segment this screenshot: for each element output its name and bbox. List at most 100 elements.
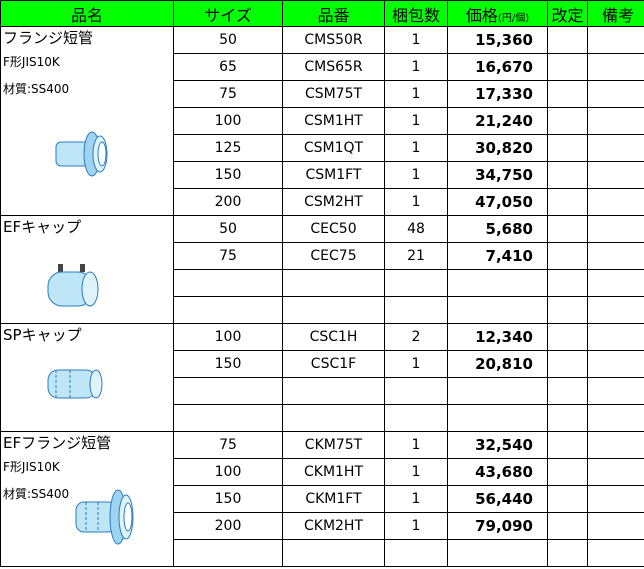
product-code: CSC1F	[282, 350, 385, 378]
empty-cell	[384, 296, 448, 324]
column-header: 価格(円/個)	[447, 0, 548, 27]
column-header: 備考	[587, 0, 644, 27]
price: 20,810	[447, 350, 548, 378]
remarks-cell	[587, 242, 644, 270]
remarks-cell	[587, 161, 644, 189]
price: 12,340	[447, 323, 548, 351]
product-code: CKM2HT	[282, 512, 385, 540]
remarks-cell	[587, 458, 644, 486]
price: 47,050	[447, 188, 548, 216]
pack-qty: 21	[384, 242, 448, 270]
sp-cap-icon	[47, 369, 103, 399]
price: 79,090	[447, 512, 548, 540]
table-row: 150 CSM1FT 1 34,750	[1, 161, 644, 189]
empty-cell	[447, 404, 548, 432]
size: 75	[173, 80, 283, 108]
revision-cell	[547, 296, 588, 324]
pack-qty: 2	[384, 323, 448, 351]
product-code: CKM75T	[282, 431, 385, 459]
pack-qty: 1	[384, 107, 448, 135]
revision-cell	[547, 134, 588, 162]
revision-cell	[547, 53, 588, 81]
product-code: CSM1FT	[282, 161, 385, 189]
remarks-cell	[587, 296, 644, 324]
price: 5,680	[447, 215, 548, 243]
empty-cell	[173, 404, 283, 432]
ef-cap-icon	[47, 264, 99, 307]
revision-cell	[547, 512, 588, 540]
revision-cell	[547, 107, 588, 135]
remarks-cell	[587, 512, 644, 540]
header-row: 品名 サイズ 品番 梱包数 価格(円/個) 改定 備考	[0, 0, 644, 27]
empty-cell	[384, 269, 448, 297]
product-spec: F形JIS10K	[3, 55, 60, 69]
size: 75	[173, 431, 283, 459]
revision-cell	[547, 269, 588, 297]
empty-cell	[447, 539, 548, 567]
flange-pipe-icon	[55, 131, 108, 177]
remarks-cell	[587, 188, 644, 216]
size: 125	[173, 134, 283, 162]
empty-cell	[173, 539, 283, 567]
product-code: CEC75	[282, 242, 385, 270]
remarks-cell	[587, 26, 644, 54]
price-unit: (円/個)	[497, 12, 530, 24]
size: 150	[173, 161, 283, 189]
empty-cell	[447, 296, 548, 324]
product-code: CSM75T	[282, 80, 385, 108]
remarks-cell	[587, 350, 644, 378]
product-code: CMS65R	[282, 53, 385, 81]
pack-qty: 1	[384, 458, 448, 486]
revision-cell	[547, 404, 588, 432]
table-row	[1, 539, 644, 567]
price: 21,240	[447, 107, 548, 135]
size: 150	[173, 485, 283, 513]
empty-cell	[282, 296, 385, 324]
pack-qty: 1	[384, 188, 448, 216]
product-name: EFキャップ	[3, 218, 82, 236]
product-spec: 材質:SS400	[3, 82, 70, 96]
pack-qty: 1	[384, 431, 448, 459]
remarks-cell	[587, 377, 644, 405]
revision-cell	[547, 188, 588, 216]
pack-qty: 1	[384, 80, 448, 108]
table-row: 65 CMS65R 1 16,670	[1, 53, 644, 81]
remarks-cell	[587, 323, 644, 351]
empty-cell	[384, 377, 448, 405]
column-header: サイズ	[173, 0, 283, 27]
product-spec: 材質:SS400	[3, 487, 70, 501]
table-row: EFフランジ短管 F形JIS10K 材質:SS400 75 CKM75T 1 32,540	[0, 431, 644, 567]
size: 50	[173, 215, 283, 243]
size: 100	[173, 323, 283, 351]
table-row: 125 CSM1QT 1 30,820	[1, 134, 644, 162]
size: 75	[173, 242, 283, 270]
column-header: 梱包数	[384, 0, 448, 27]
empty-cell	[384, 404, 448, 432]
column-header: 改定	[547, 0, 588, 27]
remarks-cell	[587, 404, 644, 432]
product-code: CSM1QT	[282, 134, 385, 162]
empty-cell	[173, 269, 283, 297]
table-row: 150 CSC1F 1 20,810	[1, 350, 644, 378]
remarks-cell	[587, 539, 644, 567]
product-code: CKM1FT	[282, 485, 385, 513]
remarks-cell	[587, 485, 644, 513]
column-header-text: 梱包数	[391, 5, 440, 25]
product-spec: F形JIS10K	[3, 460, 60, 474]
product-code: CSM1HT	[282, 107, 385, 135]
empty-cell	[173, 296, 283, 324]
product-code: CMS50R	[282, 26, 385, 54]
size: 200	[173, 512, 283, 540]
size: 65	[173, 53, 283, 81]
remarks-cell	[587, 431, 644, 459]
empty-cell	[282, 377, 385, 405]
column-header-text: 備考	[601, 5, 634, 25]
price: 43,680	[447, 458, 548, 486]
revision-cell	[547, 539, 588, 567]
table-row: 200 CSM2HT 1 47,050	[1, 188, 644, 216]
empty-cell	[384, 539, 448, 567]
revision-cell	[547, 431, 588, 459]
empty-cell	[282, 269, 385, 297]
